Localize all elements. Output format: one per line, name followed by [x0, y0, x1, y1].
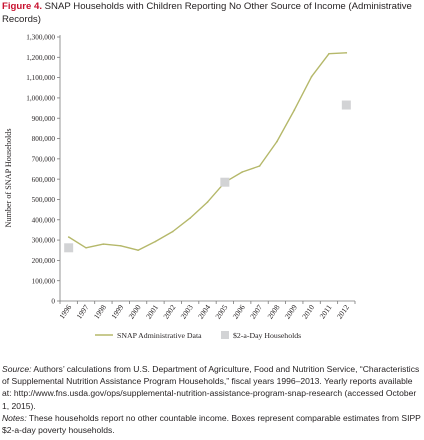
figure-title-text: SNAP Households with Children Reporting … [2, 1, 412, 25]
notes-note: Notes: These households report no other … [2, 412, 422, 436]
marker-2-a-day-households [220, 177, 230, 187]
y-tick-label: 200,000 [32, 257, 56, 265]
line-point [67, 236, 70, 238]
notes-text: These households report no other countab… [2, 412, 421, 436]
y-tick-label: 600,000 [32, 176, 56, 184]
x-tick-label: 2012 [335, 303, 351, 321]
x-tick-label: 2005 [213, 303, 229, 321]
line-point [293, 109, 296, 111]
x-tick-label: 2000 [127, 303, 143, 321]
x-tick-label: 1997 [75, 303, 91, 321]
x-tick-label: 2011 [318, 303, 334, 321]
line-point [258, 165, 261, 167]
legend-label: $2-a-Day Households [233, 331, 301, 340]
line-point [328, 52, 330, 55]
figure-notes: Source: Authors’ calculations from U.S. … [2, 363, 422, 436]
y-tick-label: 700,000 [32, 155, 56, 163]
line-point [119, 244, 122, 247]
marker-2-a-day-households [64, 243, 74, 253]
line-point [171, 230, 174, 233]
source-text: Authors’ calculations from U.S. Departme… [2, 364, 420, 411]
legend-box-swatch [221, 331, 229, 339]
line-point [154, 240, 157, 243]
figure-title: Figure 4. SNAP Households with Children … [2, 1, 422, 26]
x-tick-label: 2002 [161, 303, 177, 321]
legend-label: SNAP Administrative Data [117, 331, 202, 340]
x-tick-label: 2001 [144, 303, 160, 321]
marker-2-a-day-households [341, 100, 351, 110]
line-point [276, 140, 278, 143]
figure-label: Figure 4. [2, 1, 42, 12]
notes-lead: Notes: [2, 412, 27, 423]
legend: SNAP Administrative Data $2-a-Day Househo… [95, 331, 301, 340]
source-note: Source: Authors’ calculations from U.S. … [2, 363, 422, 412]
x-axis: 1996 1997 1998 1999 2000 2001 2002 2003 2004 2005… [57, 300, 356, 321]
y-tick-label: 100,000 [32, 277, 56, 285]
line-point [206, 201, 209, 203]
line-point [345, 52, 348, 54]
x-tick-label: 1996 [57, 303, 73, 321]
line-point [137, 249, 139, 252]
y-axis: 0 100,000 200,000 300,000 400,000 500,000 600,… [26, 34, 61, 306]
y-tick-label: 500,000 [32, 196, 56, 204]
x-tick-label: 2006 [231, 303, 247, 321]
source-lead: Source: [2, 364, 32, 374]
x-tick-label: 2007 [248, 303, 264, 321]
y-tick-label: 800,000 [32, 135, 56, 143]
x-tick-label: 2004 [196, 303, 212, 321]
y-tick-label: 300,000 [32, 237, 56, 245]
line-point [85, 246, 87, 249]
x-tick-label: 2009 [283, 303, 299, 321]
y-tick-label: 1,300,000 [26, 34, 55, 42]
x-tick-label: 2008 [265, 303, 281, 321]
plot-area [64, 52, 351, 253]
line-point [310, 75, 313, 78]
y-tick-label: 1,100,000 [26, 74, 55, 82]
x-tick-label: 2003 [179, 303, 195, 321]
line-chart: 0 100,000 200,000 300,000 400,000 500,000 600,… [4, 34, 356, 340]
line-point [241, 171, 244, 173]
line-point [189, 217, 191, 219]
x-tick-label: 1998 [92, 303, 108, 321]
line-point [102, 243, 105, 245]
x-tick-label: 2010 [300, 303, 316, 321]
y-axis-label: Number of SNAP Households [4, 128, 13, 227]
y-tick-label: 900,000 [32, 115, 56, 123]
x-tick-label: 1999 [109, 303, 125, 321]
y-tick-label: 1,000,000 [26, 95, 55, 103]
y-tick-label: 0 [51, 298, 55, 306]
series-line-snap-administrative-data [68, 52, 347, 251]
y-tick-label: 1,200,000 [26, 54, 55, 62]
y-tick-label: 400,000 [32, 216, 56, 224]
